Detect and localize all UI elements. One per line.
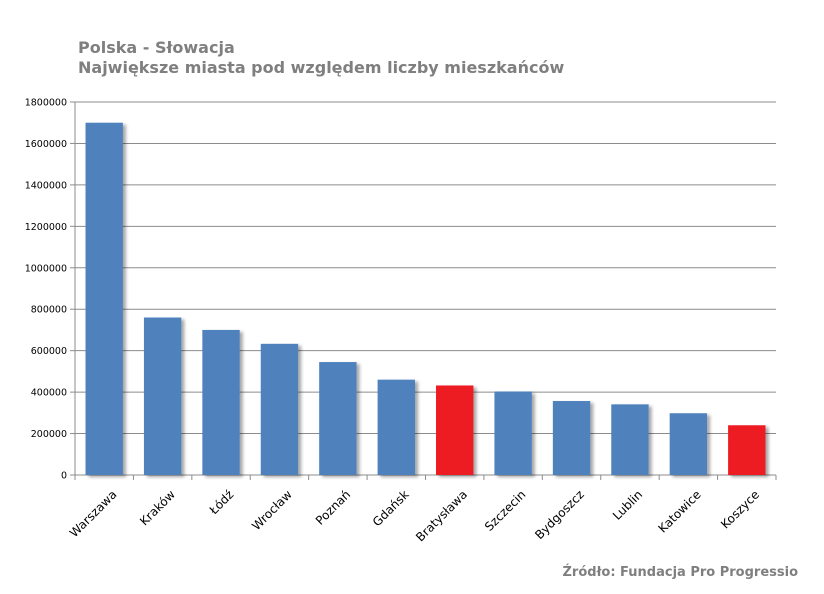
x-tick-label: Katowice: [656, 487, 704, 535]
bar: [202, 329, 240, 475]
x-tick-label: Poznań: [313, 487, 353, 527]
bar: [143, 317, 182, 475]
bar: [260, 343, 299, 475]
x-tick-label: Warszawa: [67, 487, 120, 540]
y-tick-label: 1000000: [25, 263, 67, 274]
y-tick-label: 1600000: [25, 139, 67, 150]
x-tick-label: Łódź: [206, 487, 236, 517]
bar: [436, 385, 474, 475]
x-tick-label: Koszyce: [718, 487, 762, 531]
bar: [319, 362, 357, 475]
y-tick-label: 0: [61, 471, 67, 482]
axis-labels: 0 200000 400000 600000 800000 1000000 1200000 1…: [25, 98, 762, 545]
y-tick-label: 800000: [31, 305, 67, 316]
bar: [85, 122, 123, 475]
bar: [377, 379, 415, 475]
bar: [728, 425, 766, 475]
x-tick-label: Lublin: [610, 487, 645, 522]
gridlines: [75, 101, 776, 435]
bar: [669, 413, 708, 475]
x-tick-label: Kraków: [137, 487, 178, 528]
bars: [85, 122, 766, 475]
title-block: Polska - Słowacja Największe miasta pod …: [78, 38, 564, 78]
y-tick-label: 1200000: [25, 222, 67, 233]
bar: [552, 401, 591, 475]
x-tick-label: Szczecin: [482, 487, 528, 533]
y-tick-label: 400000: [31, 388, 67, 399]
y-tick-label: 1800000: [25, 98, 67, 109]
y-tick-label: 1400000: [25, 180, 67, 191]
source-note: Źródło: Fundacja Pro Progressio: [562, 565, 799, 580]
axes: [70, 101, 777, 480]
x-tick-label: Bratysława: [413, 487, 470, 544]
y-tick-label: 600000: [31, 346, 67, 357]
x-tick-label: Gdańsk: [370, 487, 412, 529]
chart-subtitle: Największe miasta pod względem liczby mi…: [78, 58, 565, 77]
x-tick-label: Wrocław: [249, 487, 295, 533]
y-tick-label: 200000: [31, 429, 67, 440]
bar: [611, 404, 649, 475]
chart-title: Polska - Słowacja: [78, 38, 235, 57]
bar: [494, 391, 532, 475]
x-tick-label: Bydgoszcz: [532, 487, 587, 542]
